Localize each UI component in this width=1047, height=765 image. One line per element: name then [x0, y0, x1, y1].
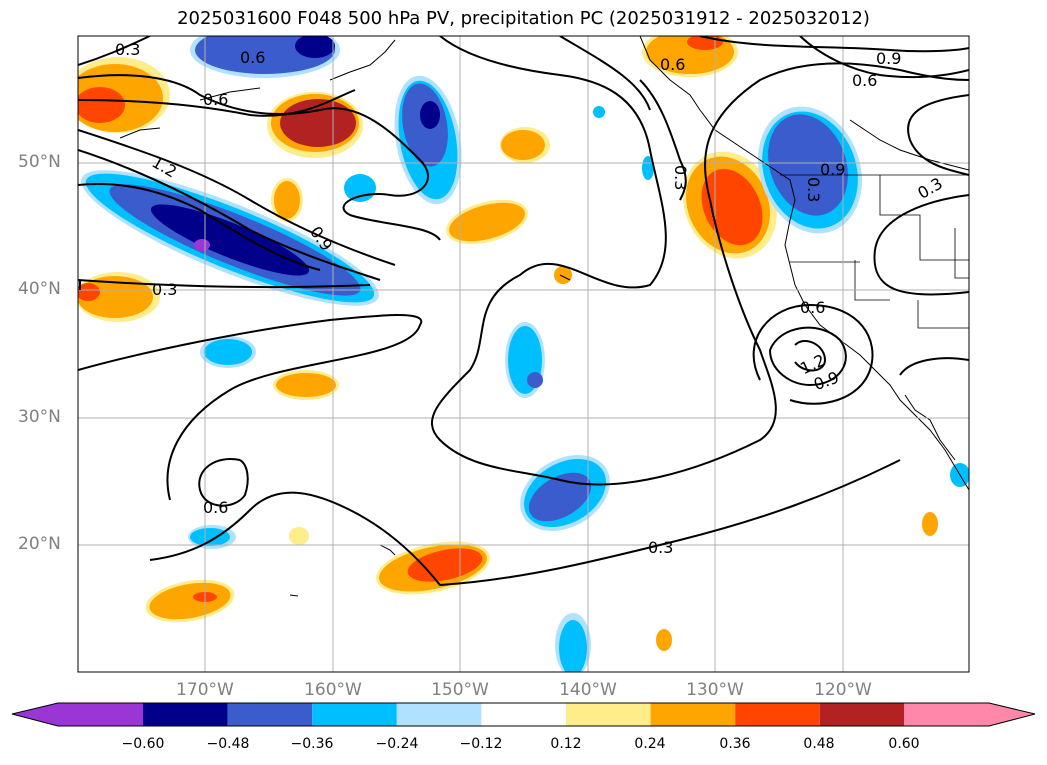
contour-label: 0.6: [660, 55, 685, 74]
colorbar-tick-label: −0.60: [121, 736, 165, 752]
coastlines: [119, 36, 969, 597]
contour-label: 0.6: [203, 90, 228, 109]
colorbar-segment: [819, 703, 905, 726]
colorbar-tick-label: −0.24: [375, 736, 419, 752]
colorbar-segment: [650, 703, 736, 726]
colorbar-segment: [735, 703, 820, 726]
contour-label: 0.6: [852, 71, 877, 90]
contour-label: 0.3: [804, 177, 823, 202]
colorbar-segment: [143, 703, 228, 726]
map-title: 2025031600 F048 500 hPa PV, precipitatio…: [177, 8, 870, 29]
borders: [780, 174, 969, 329]
contour-label: 0.9: [820, 160, 845, 179]
colorbar-tick-label: 0.60: [888, 736, 920, 752]
contour-label: 0.3: [152, 280, 177, 299]
pv-contours: [78, 36, 969, 587]
colorbar-tick-label: 0.24: [634, 736, 666, 752]
contour-label: 0.6: [203, 498, 228, 517]
colorbar-tick-label: 0.12: [550, 736, 582, 752]
contour-label: 0.3: [648, 538, 673, 557]
lat-label: 30°N: [18, 407, 61, 427]
colorbar-segment: [396, 703, 482, 726]
colorbar-segment: [481, 703, 566, 726]
colorbar-segments: [12, 703, 1035, 726]
contour-label: 0.3: [115, 40, 140, 59]
lon-label: 120°W: [814, 680, 872, 700]
contour-label: 0.6: [240, 48, 265, 67]
map-plot: 0.3 0.6 0.6 1.2 0.9 0.3 0.6 0.6 0.9 0.6 …: [77, 35, 970, 673]
colorbar-segment: [312, 703, 397, 726]
colorbar-tick-label: −0.36: [290, 736, 334, 752]
colorbar-outline: [11, 702, 1036, 727]
lon-label: 130°W: [686, 680, 744, 700]
colorbar-segment: [12, 703, 143, 726]
colorbar-segment: [227, 703, 313, 726]
map-frame: [77, 35, 970, 673]
lat-label: 20°N: [18, 534, 61, 554]
lon-label: 140°W: [559, 680, 617, 700]
lat-label: 40°N: [18, 279, 61, 299]
lon-label: 170°W: [176, 680, 234, 700]
lat-label: 50°N: [18, 152, 61, 172]
colorbar-tick-label: 0.36: [719, 736, 751, 752]
colorbar-segment: [566, 703, 651, 726]
colorbar-segment: [904, 703, 1035, 726]
contour-label: 0.6: [800, 298, 825, 317]
contour-label: 0.9: [876, 49, 901, 68]
colorbar-tick-label: −0.12: [459, 736, 503, 752]
colorbar-tick-label: −0.48: [206, 736, 250, 752]
contour-label: 0.3: [671, 165, 690, 190]
gridlines: [78, 36, 969, 672]
lon-label: 160°W: [304, 680, 362, 700]
colorbar-tick-label: 0.48: [803, 736, 835, 752]
negative-precip-areas: [81, 36, 969, 672]
lon-label: 150°W: [431, 680, 489, 700]
